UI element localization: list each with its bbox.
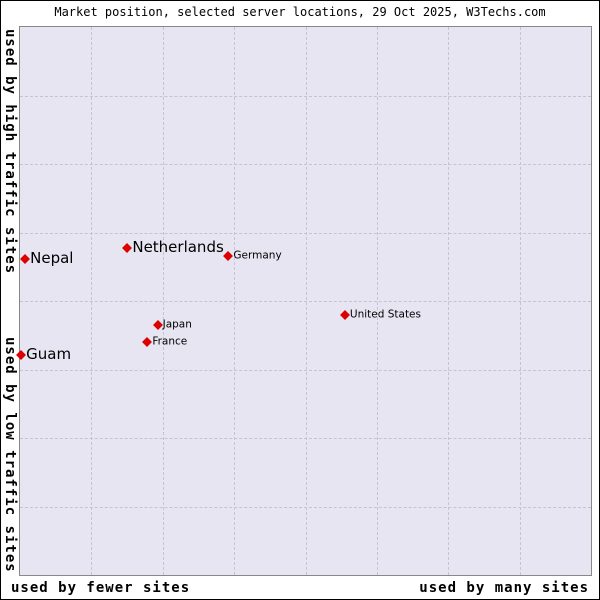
gridline-horizontal [20, 301, 591, 302]
gridline-vertical [162, 27, 164, 575]
x-axis-label-fewer-sites: used by fewer sites [11, 580, 191, 596]
gridline-horizontal [20, 506, 591, 508]
y-axis-label-low-traffic: used by low traffic sites [2, 337, 18, 573]
diamond-marker-icon [339, 309, 350, 320]
diamond-marker-icon [20, 254, 31, 265]
gridline-vertical [376, 27, 378, 575]
gridline-horizontal [20, 95, 591, 97]
data-point-label: France [152, 335, 188, 348]
data-point-label: Japan [162, 318, 192, 331]
diamond-marker-icon [152, 320, 163, 331]
gridline-horizontal [20, 369, 591, 371]
gridline-horizontal [20, 164, 591, 165]
y-axis-label-high-traffic: used by high traffic sites [2, 29, 18, 275]
gridline-vertical [305, 27, 307, 575]
data-point-label: Guam [26, 344, 72, 363]
diamond-marker-icon [142, 337, 153, 348]
gridline-horizontal [20, 232, 591, 234]
diamond-marker-icon [223, 251, 234, 262]
data-point-label: United States [349, 308, 421, 321]
plot-area: Nepal Netherlands Germany Japan France United… [16, 26, 592, 576]
diamond-marker-icon [122, 243, 133, 254]
gridline-vertical [519, 27, 521, 575]
chart-title: Market position, selected server locatio… [54, 5, 546, 19]
data-point-label: Germany [233, 249, 282, 262]
gridline-vertical [234, 27, 236, 575]
x-axis-label-many-sites: used by many sites [419, 580, 589, 596]
gridline-vertical [448, 27, 450, 575]
data-point-label: Nepal [30, 249, 74, 268]
gridline-vertical [91, 27, 93, 575]
gridline-horizontal [20, 438, 591, 439]
data-point-label: Netherlands [132, 238, 224, 257]
